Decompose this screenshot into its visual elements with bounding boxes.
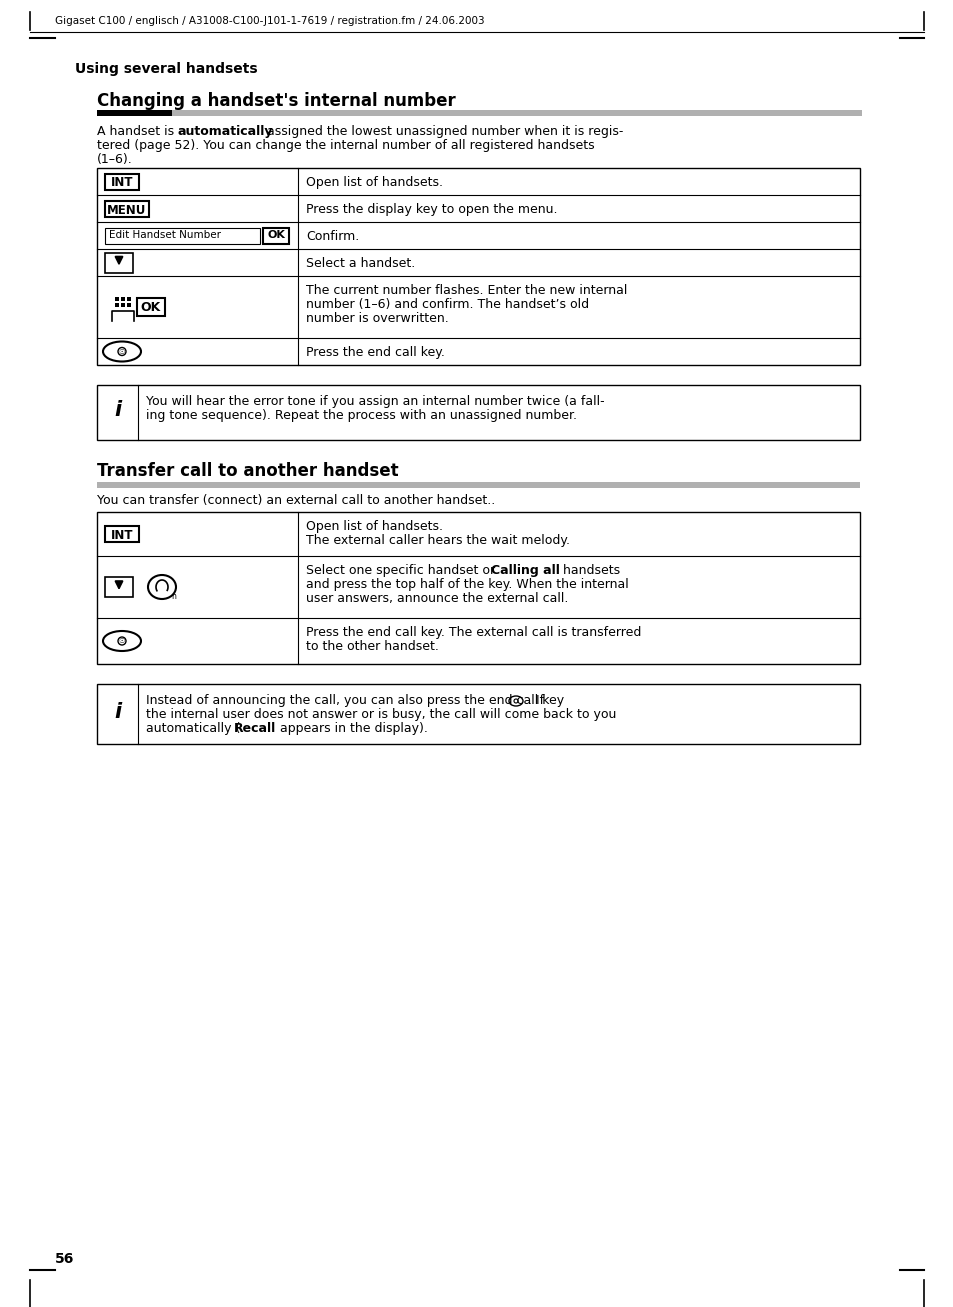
Text: assigned the lowest unassigned number when it is regis-: assigned the lowest unassigned number wh…	[263, 125, 622, 139]
Text: Press the end call key.: Press the end call key.	[306, 346, 444, 359]
Bar	[263, 227, 289, 243]
Text: Press the display key to open the menu.: Press the display key to open the menu.	[306, 203, 557, 216]
Text: You will hear the error tone if you assign an internal number twice (a fall-: You will hear the error tone if you assi…	[146, 395, 604, 408]
Text: to the other handset.: to the other handset.	[306, 640, 438, 654]
Text: handsets: handsets	[558, 565, 619, 576]
Text: ing tone sequence). Repeat the process with an unassigned number.: ing tone sequence). Repeat the process w…	[146, 409, 577, 422]
Bar	[97, 386, 859, 440]
Text: Recall: Recall	[233, 721, 276, 735]
Text: A handset is: A handset is	[97, 125, 178, 139]
Text: number (1–6) and confirm. The handset’s old: number (1–6) and confirm. The handset’s …	[306, 298, 589, 311]
Text: user answers, announce the external call.: user answers, announce the external call…	[306, 592, 568, 605]
Text: INT: INT	[111, 529, 133, 542]
Text: appears in the display).: appears in the display).	[275, 721, 428, 735]
Bar	[137, 298, 165, 316]
Text: Select a handset.: Select a handset.	[306, 257, 415, 271]
Bar	[172, 110, 862, 116]
Bar	[97, 512, 859, 664]
Text: number is overwritten.: number is overwritten.	[306, 312, 448, 325]
Text: The current number flashes. Enter the new internal: The current number flashes. Enter the ne…	[306, 284, 627, 297]
Text: Select one specific handset or: Select one specific handset or	[306, 565, 498, 576]
Bar	[127, 303, 131, 307]
Text: Transfer call to another handset: Transfer call to another handset	[97, 461, 398, 480]
Text: automatically (: automatically (	[146, 721, 240, 735]
Ellipse shape	[509, 697, 522, 706]
Bar	[97, 169, 859, 365]
Text: OK: OK	[267, 230, 285, 240]
Bar	[121, 303, 125, 307]
Text: You can transfer (connect) an external call to another handset..: You can transfer (connect) an external c…	[97, 494, 495, 507]
Text: i: i	[113, 400, 121, 420]
Bar	[105, 252, 132, 272]
Bar	[97, 684, 859, 744]
Text: Edit Handset Number: Edit Handset Number	[109, 230, 221, 240]
Text: Open list of handsets.: Open list of handsets.	[306, 520, 442, 533]
Text: INT: INT	[111, 176, 133, 190]
Text: n: n	[171, 592, 175, 601]
Bar	[115, 297, 119, 301]
Text: Gigaset C100 / englisch / A31008-C100-J101-1-7619 / registration.fm / 24.06.2003: Gigaset C100 / englisch / A31008-C100-J1…	[55, 16, 484, 26]
Text: the internal user does not answer or is busy, the call will come back to you: the internal user does not answer or is …	[146, 708, 616, 721]
Text: automatically: automatically	[178, 125, 274, 139]
Text: OK: OK	[141, 301, 161, 314]
Bar	[97, 110, 172, 116]
Bar	[105, 525, 139, 542]
Text: tered (page 52). You can change the internal number of all registered handsets: tered (page 52). You can change the inte…	[97, 139, 594, 152]
Text: and press the top half of the key. When the internal: and press the top half of the key. When …	[306, 578, 628, 591]
Text: MENU: MENU	[107, 204, 147, 217]
Bar	[97, 482, 859, 488]
Bar	[115, 303, 119, 307]
Text: Instead of announcing the call, you can also press the end call key: Instead of announcing the call, you can …	[146, 694, 568, 707]
Text: The external caller hears the wait melody.: The external caller hears the wait melod…	[306, 535, 569, 548]
Bar	[105, 200, 149, 217]
Text: . If: . If	[527, 694, 543, 707]
Text: 56: 56	[55, 1252, 74, 1266]
Bar	[105, 576, 132, 597]
Text: Press the end call key. The external call is transferred: Press the end call key. The external cal…	[306, 626, 640, 639]
Text: Confirm.: Confirm.	[306, 230, 359, 243]
Text: Calling all: Calling all	[491, 565, 559, 576]
Ellipse shape	[103, 631, 141, 651]
Text: (1–6).: (1–6).	[97, 153, 132, 166]
Text: i: i	[113, 702, 121, 721]
Ellipse shape	[103, 341, 141, 362]
Bar	[121, 297, 125, 301]
Bar	[105, 227, 260, 243]
Text: Using several handsets: Using several handsets	[75, 61, 257, 76]
Text: ☉: ☉	[119, 349, 125, 354]
Ellipse shape	[148, 575, 175, 599]
Bar	[127, 297, 131, 301]
Text: Open list of handsets.: Open list of handsets.	[306, 176, 442, 190]
Bar	[105, 174, 139, 190]
Text: ☉: ☉	[119, 638, 125, 644]
Text: Changing a handset's internal number: Changing a handset's internal number	[97, 91, 456, 110]
